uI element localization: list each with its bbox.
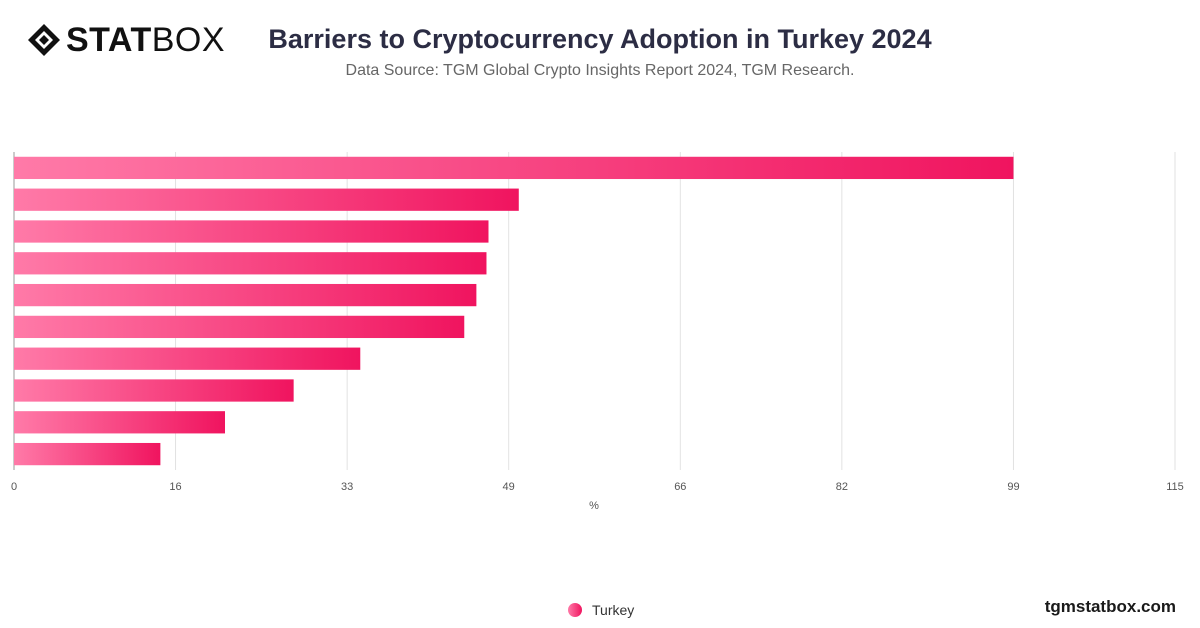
bar-3[interactable] <box>14 220 489 243</box>
bar-6[interactable] <box>14 315 465 339</box>
x-tick-label: 66 <box>674 481 686 493</box>
x-tick-label: 49 <box>503 481 515 493</box>
statbox-logo: STATBOX <box>26 22 225 58</box>
bar-9[interactable] <box>14 411 225 434</box>
bar-5[interactable] <box>14 283 477 307</box>
bar-1[interactable] <box>14 156 1014 180</box>
chart-title: Barriers to Cryptocurrency Adoption in T… <box>268 24 932 54</box>
x-tick-label: 0 <box>11 481 17 493</box>
legend[interactable]: Turkey <box>568 602 634 618</box>
legend-label-turkey: Turkey <box>592 602 635 618</box>
bar-2[interactable] <box>14 188 519 211</box>
x-axis-label: % <box>589 500 599 512</box>
x-tick-label: 82 <box>836 481 848 493</box>
legend-swatch <box>568 603 582 617</box>
x-tick-label: 33 <box>341 481 353 493</box>
chart-subtitle: Data Source: TGM Global Crypto Insights … <box>345 62 855 79</box>
bar-8[interactable] <box>14 379 294 402</box>
x-tick-label: 115 <box>1166 481 1184 493</box>
statbox-diamond-icon <box>28 24 60 56</box>
x-tick-label: 16 <box>169 481 181 493</box>
logo-text: STATBOX <box>66 21 226 59</box>
bar-4[interactable] <box>14 252 487 275</box>
x-tick-label: 99 <box>1007 481 1019 493</box>
bar-7[interactable] <box>14 347 361 370</box>
bar-10[interactable] <box>14 442 161 466</box>
footer-url[interactable]: tgmstatbox.com <box>1044 597 1176 616</box>
